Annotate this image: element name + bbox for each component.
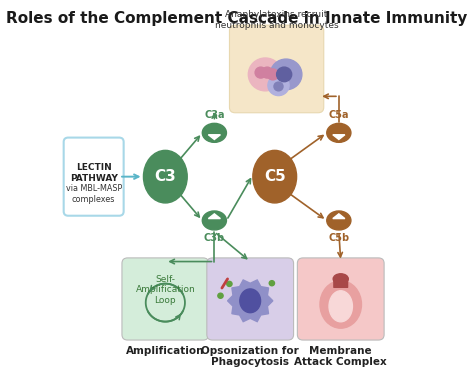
Circle shape [268,75,289,95]
Text: Membrane
Attack Complex: Membrane Attack Complex [294,345,387,367]
Polygon shape [333,214,345,219]
Text: C3b: C3b [204,233,225,243]
Circle shape [255,67,266,78]
Text: Roles of the Complement Cascade in Innate Immunity: Roles of the Complement Cascade in Innat… [6,10,468,25]
FancyBboxPatch shape [333,278,348,288]
Circle shape [248,58,282,91]
Ellipse shape [327,211,351,230]
Ellipse shape [202,211,227,230]
Circle shape [227,281,232,286]
FancyBboxPatch shape [122,258,209,340]
Polygon shape [333,135,345,140]
Ellipse shape [333,274,348,284]
Text: C5b: C5b [328,233,349,243]
Circle shape [274,82,283,91]
Text: Anaphylatoxins recruit
neutrophils and monocytes: Anaphylatoxins recruit neutrophils and m… [215,10,338,30]
Circle shape [218,293,223,298]
Ellipse shape [144,150,187,203]
Circle shape [270,59,302,90]
FancyBboxPatch shape [207,258,293,340]
Ellipse shape [320,281,362,328]
Ellipse shape [329,291,353,322]
Text: C3: C3 [155,169,176,184]
Text: C5a: C5a [328,110,349,120]
Circle shape [277,67,292,82]
Text: Opsonization for
Phagocytosis: Opsonization for Phagocytosis [201,345,299,367]
Ellipse shape [202,123,227,142]
FancyBboxPatch shape [64,138,124,216]
Ellipse shape [327,123,351,142]
Ellipse shape [240,289,261,313]
Circle shape [262,67,273,78]
Text: C5: C5 [264,169,286,184]
FancyBboxPatch shape [297,258,384,340]
Polygon shape [209,135,220,140]
Polygon shape [228,280,273,322]
Text: Self-
Amplification
Loop: Self- Amplification Loop [136,275,195,305]
FancyBboxPatch shape [229,25,324,113]
Text: Amplification: Amplification [126,345,205,355]
Polygon shape [209,214,220,219]
Text: via MBL-MASP
complexes: via MBL-MASP complexes [65,185,122,204]
Ellipse shape [253,150,297,203]
Circle shape [269,280,274,286]
Circle shape [267,69,279,80]
Text: LECTIN
PATHWAY: LECTIN PATHWAY [70,163,118,183]
Text: C3a: C3a [204,110,225,120]
